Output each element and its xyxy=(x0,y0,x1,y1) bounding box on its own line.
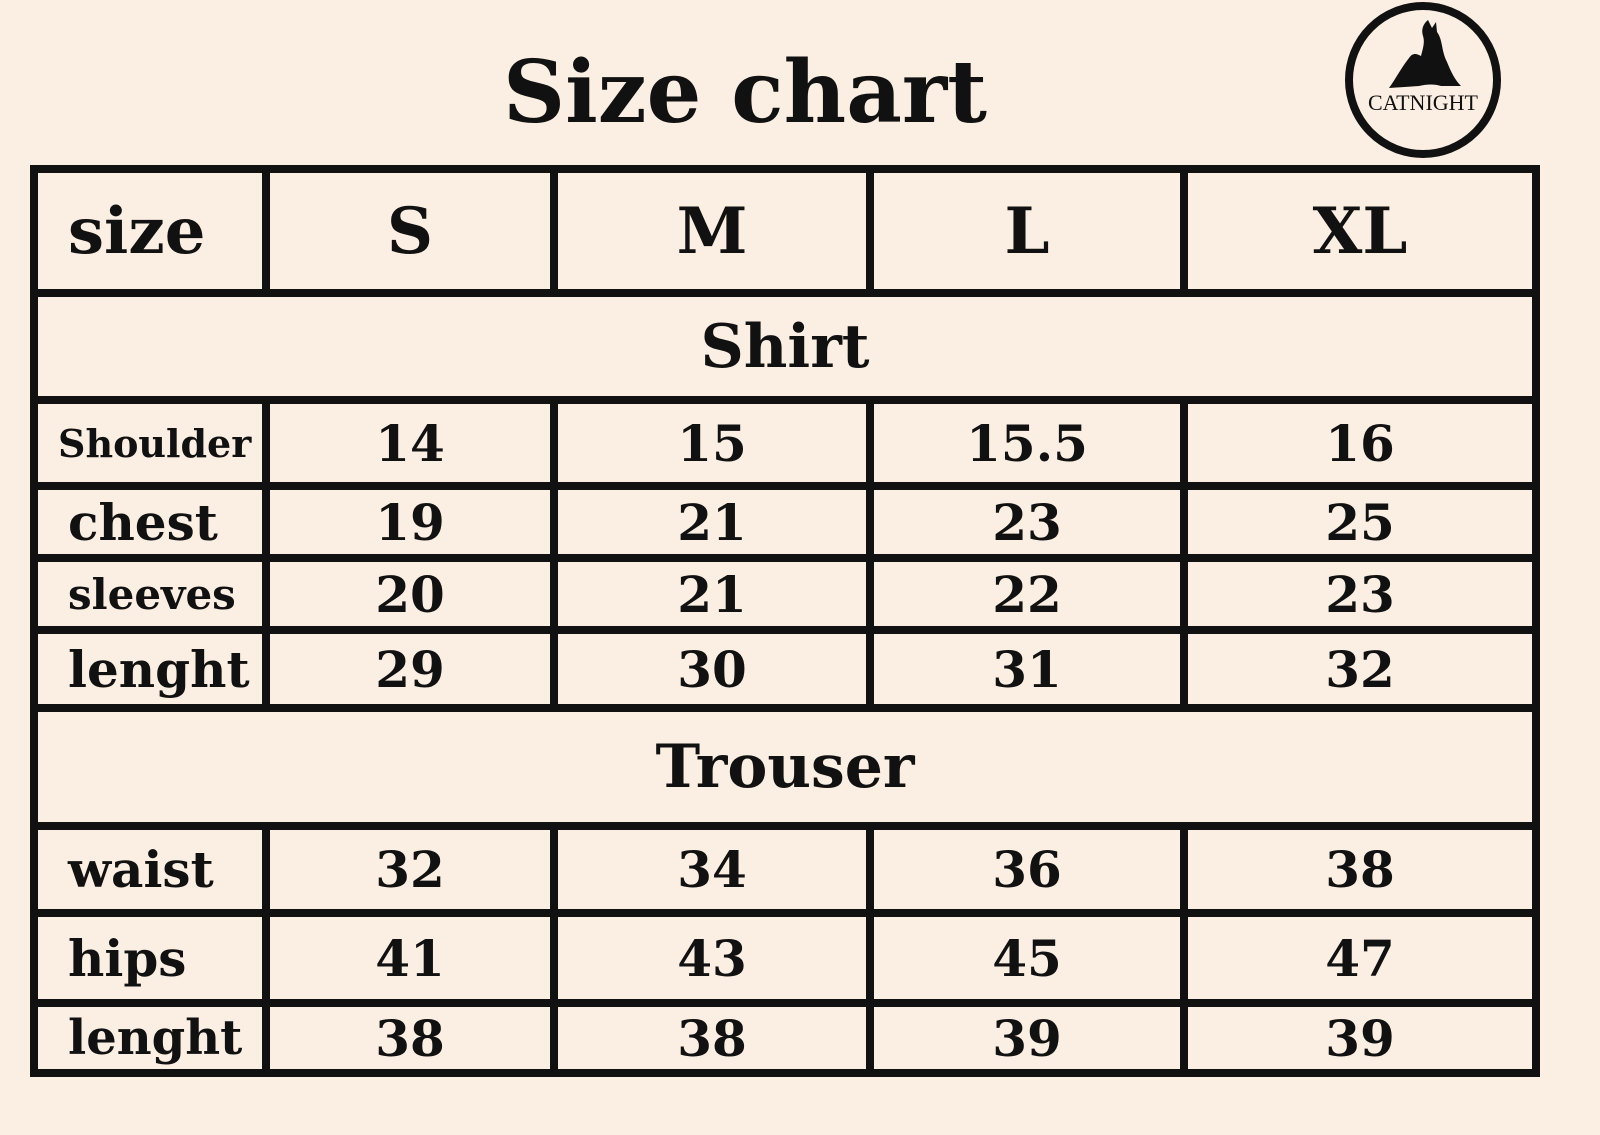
row-label: lenght xyxy=(30,626,270,712)
cell: 32 xyxy=(262,822,558,917)
cell: 15 xyxy=(550,396,874,490)
row-label: sleeves xyxy=(30,554,270,634)
size-header: size xyxy=(30,165,270,297)
page-title: Size chart xyxy=(503,42,987,143)
catnight-logo: CATNIGHT xyxy=(1345,2,1501,158)
section-title-shirt: Shirt xyxy=(30,289,1540,404)
cell: 14 xyxy=(262,396,558,490)
cell: 25 xyxy=(1180,482,1540,562)
cell: 43 xyxy=(550,909,874,1007)
cell: 47 xyxy=(1180,909,1540,1007)
size-s: S xyxy=(262,165,558,297)
cell: 41 xyxy=(262,909,558,1007)
logo-text: CATNIGHT xyxy=(1368,90,1478,115)
cell: 45 xyxy=(866,909,1188,1007)
cell: 22 xyxy=(866,554,1188,634)
cell: 32 xyxy=(1180,626,1540,712)
cell: 21 xyxy=(550,482,874,562)
section-title-trouser: Trouser xyxy=(30,704,1540,830)
table-row: sleeves 20 21 22 23 xyxy=(30,554,1540,634)
size-l: L xyxy=(866,165,1188,297)
cell: 29 xyxy=(262,626,558,712)
table-row: lenght 29 30 31 32 xyxy=(30,626,1540,712)
silhouette-icon xyxy=(1389,20,1461,88)
table-row: chest 19 21 23 25 xyxy=(30,482,1540,562)
cell: 23 xyxy=(1180,554,1540,634)
header-row: size S M L XL xyxy=(30,165,1540,297)
cell: 31 xyxy=(866,626,1188,712)
cell: 38 xyxy=(550,999,874,1077)
table-row: waist 32 34 36 38 xyxy=(30,822,1540,917)
table-row: lenght 38 38 39 39 xyxy=(30,999,1540,1077)
cell: 21 xyxy=(550,554,874,634)
cell: 34 xyxy=(550,822,874,917)
size-m: M xyxy=(550,165,874,297)
size-chart-table: size S M L XL Shirt Shoulder 14 15 15.5 … xyxy=(30,165,1540,1077)
table-row: hips 41 43 45 47 xyxy=(30,909,1540,1007)
cell: 16 xyxy=(1180,396,1540,490)
row-label: hips xyxy=(30,909,270,1007)
cell: 30 xyxy=(550,626,874,712)
cell: 38 xyxy=(262,999,558,1077)
cell: 15.5 xyxy=(866,396,1188,490)
cell: 20 xyxy=(262,554,558,634)
row-label: waist xyxy=(30,822,270,917)
cell: 19 xyxy=(262,482,558,562)
cell: 38 xyxy=(1180,822,1540,917)
row-label: lenght xyxy=(30,999,270,1077)
table-row: Shoulder 14 15 15.5 16 xyxy=(30,396,1540,490)
row-label: chest xyxy=(30,482,270,562)
cell: 36 xyxy=(866,822,1188,917)
cell: 39 xyxy=(1180,999,1540,1077)
cell: 39 xyxy=(866,999,1188,1077)
size-xl: XL xyxy=(1180,165,1540,297)
cell: 23 xyxy=(866,482,1188,562)
row-label: Shoulder xyxy=(30,396,270,490)
